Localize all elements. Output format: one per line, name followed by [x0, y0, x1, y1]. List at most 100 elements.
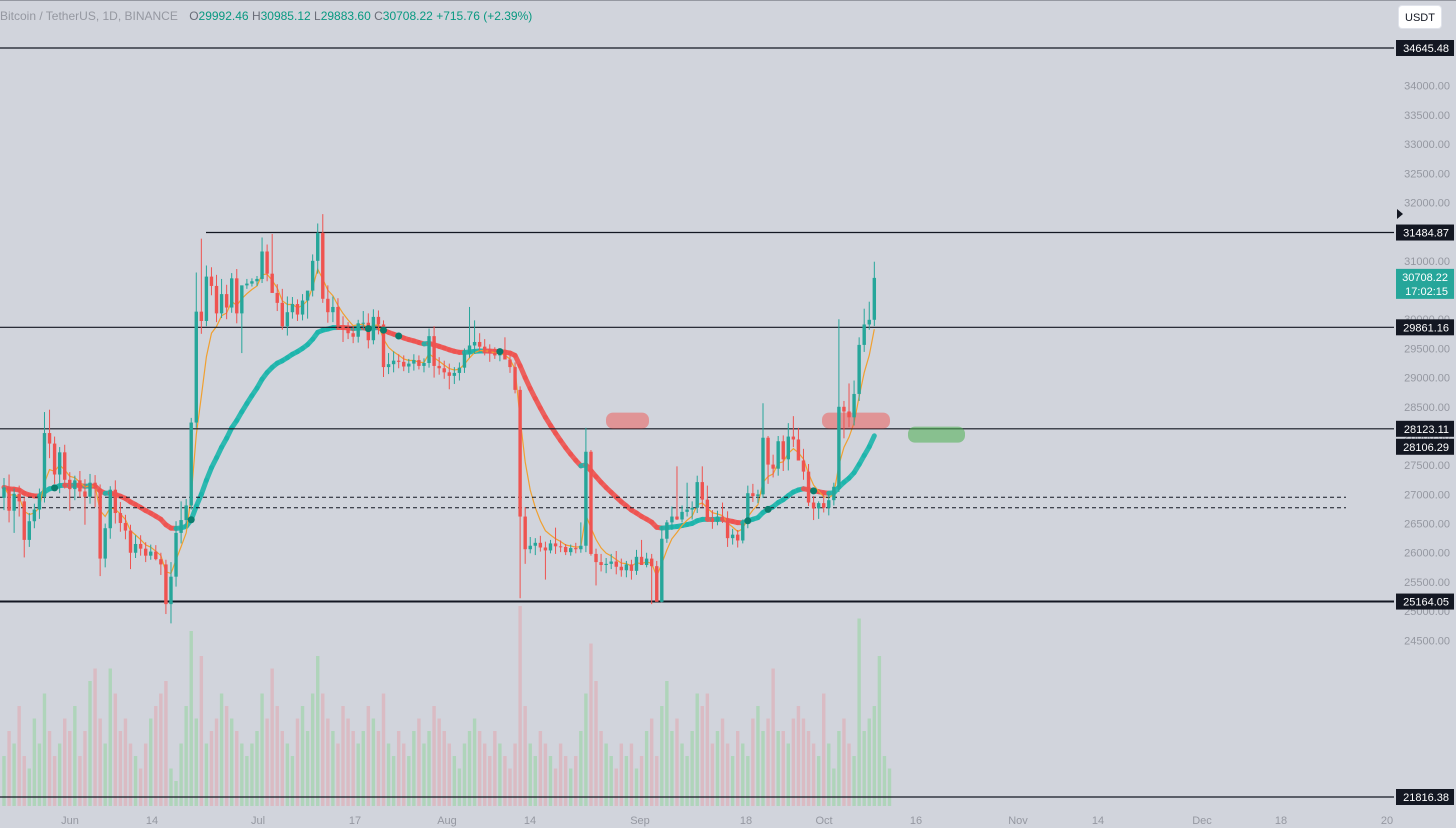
candle-body	[756, 494, 760, 497]
volume-bar	[32, 718, 37, 806]
candle-body	[280, 302, 284, 327]
candle-body	[660, 538, 664, 602]
signal-dot	[496, 348, 504, 356]
price-tick-label: 33000.00	[1404, 139, 1450, 151]
volume-bar	[563, 756, 568, 806]
candle-body	[118, 513, 123, 523]
candle-body	[331, 306, 335, 313]
candle-body	[123, 522, 128, 531]
volume-bar	[741, 743, 745, 806]
price-tick-label: 32000.00	[1404, 197, 1450, 209]
candle-body	[528, 545, 532, 550]
volume-bar	[442, 731, 446, 806]
volume-bar	[108, 668, 112, 806]
volume-bar	[827, 743, 831, 806]
candle-body	[523, 516, 527, 550]
volume-bar	[857, 618, 861, 806]
candle-body	[42, 433, 47, 497]
signal-dot	[810, 487, 818, 495]
candle-body	[725, 518, 730, 539]
price-tick-label: 31000.00	[1404, 256, 1450, 268]
low-label: L	[314, 9, 321, 23]
candle-body	[614, 561, 618, 567]
candle-body	[710, 518, 715, 522]
candle-body	[584, 451, 588, 546]
volume-bar	[462, 743, 467, 806]
candle-body	[230, 278, 234, 308]
volume-bar	[574, 756, 578, 806]
volume-bar	[680, 743, 684, 806]
volume-bar	[391, 756, 396, 806]
time-tick-label: Jun	[61, 815, 79, 827]
level-badge	[1396, 319, 1454, 336]
candle-body	[376, 316, 381, 325]
candle-body	[250, 281, 254, 284]
volume-bar	[295, 718, 300, 806]
volume-bar	[887, 768, 892, 806]
candle-body	[832, 486, 836, 501]
candle-body	[224, 294, 229, 308]
volume-bar	[796, 706, 801, 806]
volume-bar	[371, 718, 376, 806]
time-tick-label: 18	[740, 815, 752, 827]
volume-bar	[326, 718, 330, 806]
candle-body	[88, 482, 92, 497]
volume-bar	[321, 693, 325, 806]
candle-body	[558, 546, 563, 548]
candle-body	[639, 556, 644, 566]
candle-body	[462, 353, 467, 368]
volume-bar	[756, 706, 760, 806]
volume-bar	[427, 731, 431, 806]
volume-bar	[275, 706, 279, 806]
candle-body	[518, 389, 522, 517]
candle-body	[513, 367, 517, 390]
volume-bar	[700, 706, 704, 806]
signal-dot	[187, 516, 195, 524]
level-badge	[1396, 40, 1454, 56]
currency-button[interactable]: USDT	[1398, 5, 1442, 29]
volume-bar	[154, 706, 158, 806]
volume-bar	[548, 756, 553, 806]
candle-body	[412, 360, 416, 364]
time-tick-label: 20	[1381, 815, 1393, 827]
level-badge-label: 31484.87	[1403, 228, 1449, 240]
support-highlight	[908, 426, 965, 443]
candle-body	[538, 542, 543, 548]
price-tick-label: 25500.00	[1404, 577, 1450, 589]
volume-bar	[498, 743, 502, 806]
high-label: H	[251, 9, 261, 23]
volume-bar	[305, 731, 310, 806]
volume-bar	[184, 706, 188, 806]
candle-body	[751, 493, 755, 497]
low-value: 29883.60	[320, 9, 371, 23]
volume-bar	[250, 743, 254, 806]
volume-bar	[159, 693, 163, 806]
volume-bar	[660, 706, 664, 806]
last-price-label: 30708.22	[1402, 272, 1448, 284]
candle-body	[351, 333, 355, 337]
candle-body	[685, 509, 689, 512]
volume-bar	[705, 693, 710, 806]
candle-body	[872, 277, 877, 320]
volume-bar	[634, 768, 639, 806]
volume-bar	[300, 706, 305, 806]
volume-bar	[558, 743, 563, 806]
candle-body	[371, 316, 376, 341]
volume-bar	[685, 756, 689, 806]
volume-bar	[386, 743, 391, 806]
volume-bar	[503, 756, 507, 806]
candle-body	[827, 500, 831, 508]
resistance-highlight	[606, 412, 649, 429]
price-tick-label: 28500.00	[1404, 402, 1450, 414]
candle-body	[867, 319, 871, 325]
volume-bar	[837, 731, 841, 806]
volume-bar	[599, 731, 603, 806]
volume-bar	[361, 731, 365, 806]
volume-bar	[822, 693, 826, 806]
candle-body	[761, 437, 765, 495]
close-value: 30708.22	[382, 9, 433, 23]
candle-body	[533, 542, 537, 546]
candle-body	[847, 411, 851, 418]
